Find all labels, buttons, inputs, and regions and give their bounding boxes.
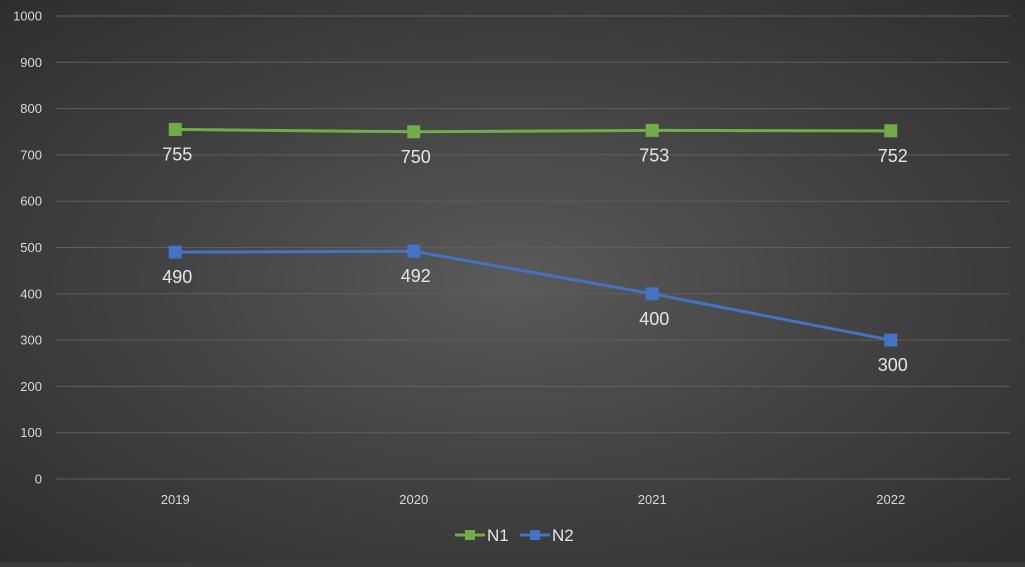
series-lines: [168, 122, 898, 347]
data-label: 490: [162, 267, 192, 287]
data-label: 400: [639, 309, 669, 329]
legend-marker-n2: [530, 530, 540, 540]
data-point-marker: [407, 125, 421, 139]
grid-lines: [56, 15, 1010, 480]
data-label: 752: [878, 146, 908, 166]
data-label: 753: [639, 145, 669, 165]
data-labels: 755 750 753 752 490 492 400 300: [162, 144, 908, 375]
x-tick-label: 2022: [876, 492, 905, 507]
y-tick-label: 400: [20, 286, 42, 301]
legend-label-n1: N1: [487, 526, 509, 545]
y-tick-label: 500: [20, 240, 42, 255]
legend-label-n2: N2: [552, 526, 574, 545]
data-label: 750: [401, 147, 431, 167]
data-point-marker: [884, 333, 898, 347]
data-label: 492: [401, 266, 431, 286]
data-point-marker: [645, 123, 659, 137]
x-tick-label: 2021: [638, 492, 667, 507]
data-label: 755: [162, 144, 192, 164]
legend: N1 N2: [455, 526, 574, 545]
data-point-marker: [407, 244, 421, 258]
y-tick-label: 1000: [13, 9, 42, 24]
x-tick-label: 2020: [399, 492, 428, 507]
y-tick-label: 600: [20, 194, 42, 209]
y-tick-label: 900: [20, 55, 42, 70]
x-tick-label: 2019: [161, 492, 190, 507]
series-line-n2: [175, 249, 892, 342]
y-axis-tick-labels: 0 100 200 300 400 500 600 700 800 900 1000: [13, 9, 42, 487]
data-label: 300: [878, 355, 908, 375]
data-point-marker: [645, 287, 659, 301]
y-tick-label: 100: [20, 425, 42, 440]
series-line-n1: [175, 127, 891, 134]
y-tick-label: 800: [20, 101, 42, 116]
y-tick-label: 700: [20, 147, 42, 162]
y-tick-label: 200: [20, 379, 42, 394]
y-tick-label: 0: [35, 472, 42, 487]
data-point-marker: [168, 245, 182, 259]
x-axis-tick-labels: 2019 2020 2021 2022: [161, 492, 905, 507]
legend-marker-n1: [465, 530, 475, 540]
data-point-marker: [884, 124, 898, 138]
data-point-marker: [168, 122, 182, 136]
y-tick-label: 300: [20, 333, 42, 348]
